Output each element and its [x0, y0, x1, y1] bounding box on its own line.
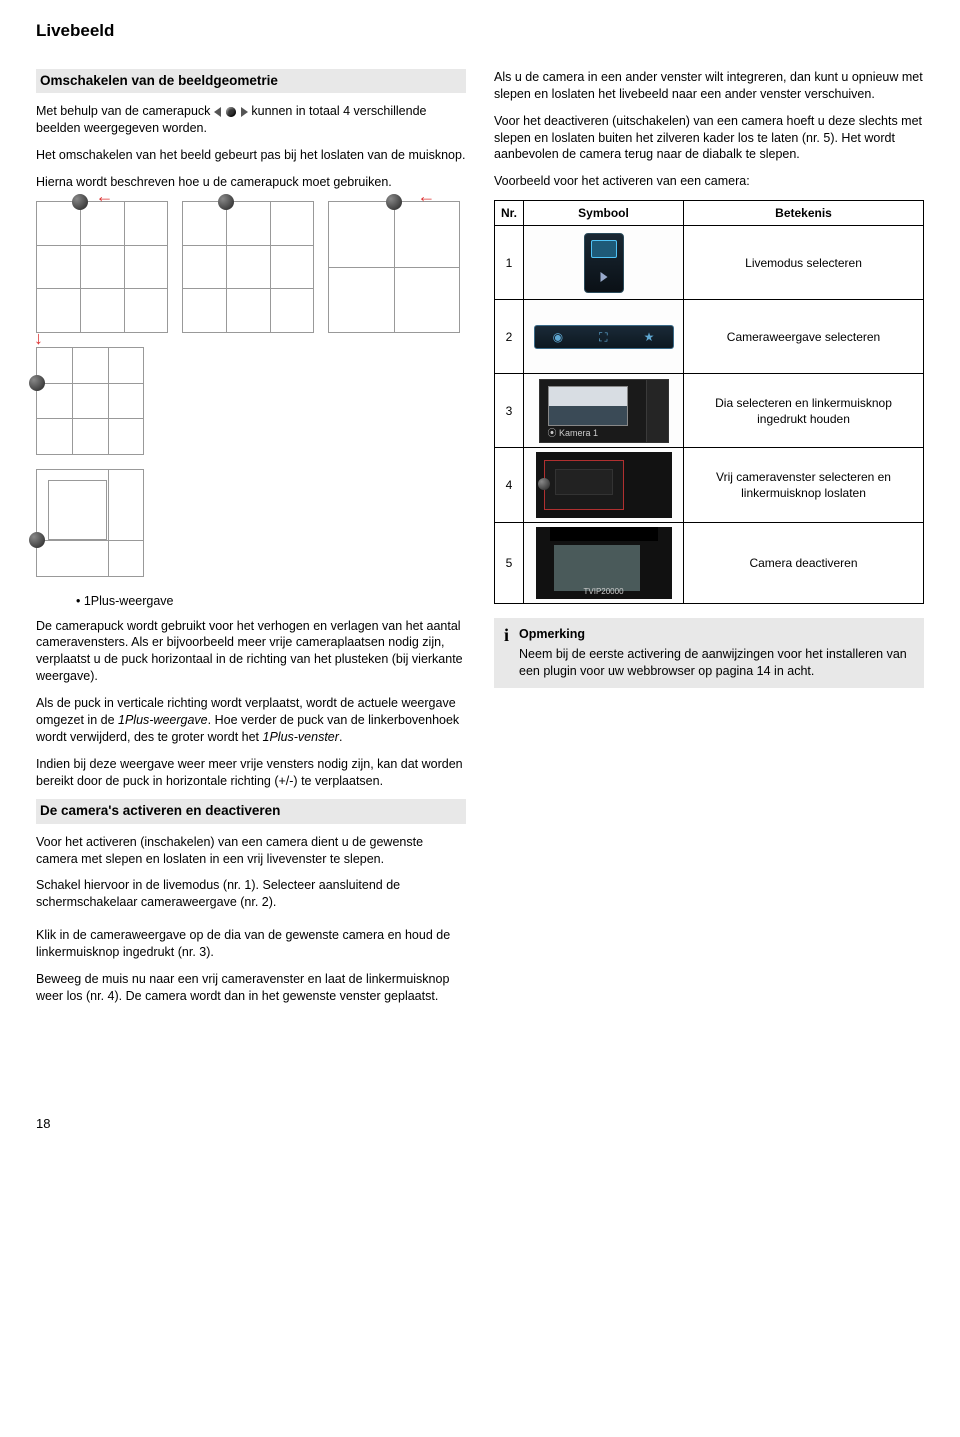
table-header-row: Nr. Symbool Betekenis — [495, 201, 924, 226]
section-heading-activate: De camera's activeren en deactiveren — [36, 799, 466, 823]
para-p8: Schakel hiervoor in de livemodus (nr. 1)… — [36, 877, 466, 911]
arrow-left-icon: ← — [417, 184, 435, 208]
table-row: 5 TVIP20000 Camera deactiveren — [495, 523, 924, 604]
right-column: Als u de camera in een ander venster wil… — [494, 69, 924, 1015]
thumb-label: ⦿ Kamera 1 — [548, 427, 599, 439]
grid-diagram-5 — [36, 469, 144, 577]
cell-meaning: Vrij cameravenster selecteren en linkerm… — [684, 448, 924, 523]
table-row: 2 ◉⛶★ Cameraweergave selecteren — [495, 300, 924, 374]
grid-diagram-4: ↓ — [36, 347, 144, 455]
cell-symbol-thumb: ⦿ Kamera 1 — [524, 374, 684, 448]
info-icon: i — [504, 626, 509, 680]
free-frame-icon — [536, 452, 672, 518]
symbol-table: Nr. Symbool Betekenis 1 Livemodus select… — [494, 200, 924, 604]
cell-nr: 2 — [495, 300, 524, 374]
cell-symbol-deact: TVIP20000 — [524, 523, 684, 604]
para-p2: Het omschakelen van het beeld gebeurt pa… — [36, 147, 466, 164]
header-nr: Nr. — [495, 201, 524, 226]
arrow-left-icon: ← — [96, 184, 114, 208]
header-betekenis: Betekenis — [684, 201, 924, 226]
cell-symbol-frame — [524, 448, 684, 523]
para-p5: Als de puck in verticale richting wordt … — [36, 695, 466, 746]
cameraview-bar-icon: ◉⛶★ — [534, 325, 674, 349]
cell-meaning: Livemodus selecteren — [684, 226, 924, 300]
deactivate-icon: TVIP20000 — [536, 527, 672, 599]
note-title: Opmerking — [519, 626, 914, 643]
para-r3: Voorbeeld voor het activeren van een cam… — [494, 173, 924, 190]
para-p7: Voor het activeren (inschakelen) van een… — [36, 834, 466, 868]
cell-meaning: Dia selecteren en linkermuisknop ingedru… — [684, 374, 924, 448]
cell-nr: 5 — [495, 523, 524, 604]
cell-symbol-live — [524, 226, 684, 300]
thumbnail-icon: ⦿ Kamera 1 — [539, 379, 669, 443]
para-p5-text: Als de puck in verticale richting wordt … — [36, 696, 459, 744]
table-row: 1 Livemodus selecteren — [495, 226, 924, 300]
page-title: Livebeeld — [36, 20, 924, 43]
cell-symbol-bar: ◉⛶★ — [524, 300, 684, 374]
header-symbool: Symbool — [524, 201, 684, 226]
note-box: i Opmerking Neem bij de eerste activerin… — [494, 618, 924, 688]
para-intro-a: Met behulp van de camerapuck — [36, 104, 214, 118]
para-r2: Voor het deactiveren (uitschakelen) van … — [494, 113, 924, 164]
bullet-1plus: 1Plus-weergave — [76, 593, 466, 610]
cell-nr: 3 — [495, 374, 524, 448]
cell-meaning: Cameraweergave selecteren — [684, 300, 924, 374]
device-label: TVIP20000 — [584, 587, 624, 598]
para-intro: Met behulp van de camerapuck kunnen in t… — [36, 103, 466, 137]
grid-diagram-3: ← — [328, 201, 460, 333]
table-row: 4 Vrij cameravenster selecteren en linke… — [495, 448, 924, 523]
content-columns: Omschakelen van de beeldgeometrie Met be… — [36, 69, 924, 1015]
grid-diagram-2 — [182, 201, 314, 333]
left-column: Omschakelen van de beeldgeometrie Met be… — [36, 69, 466, 1015]
cell-nr: 1 — [495, 226, 524, 300]
grid-diagram-1: ← — [36, 201, 168, 333]
para-r1: Als u de camera in een ander venster wil… — [494, 69, 924, 103]
arrow-down-icon: ↓ — [34, 326, 43, 350]
para-p4: De camerapuck wordt gebruikt voor het ve… — [36, 618, 466, 686]
para-p9: Klik in de cameraweergave op de dia van … — [36, 927, 466, 961]
section-heading-geometry: Omschakelen van de beeldgeometrie — [36, 69, 466, 93]
geometry-diagrams: ← ← ↓ — [36, 201, 466, 577]
livemode-icon — [584, 233, 624, 293]
page-number: 18 — [36, 1115, 924, 1133]
cell-meaning: Camera deactiveren — [684, 523, 924, 604]
note-body: Neem bij de eerste activering de aanwijz… — [519, 646, 914, 680]
table-row: 3 ⦿ Kamera 1 Dia selecteren en linkermui… — [495, 374, 924, 448]
para-p6: Indien bij deze weergave weer meer vrije… — [36, 756, 466, 790]
camerapuck-icon — [214, 105, 248, 119]
cell-nr: 4 — [495, 448, 524, 523]
para-p10: Beweeg de muis nu naar een vrij camerave… — [36, 971, 466, 1005]
